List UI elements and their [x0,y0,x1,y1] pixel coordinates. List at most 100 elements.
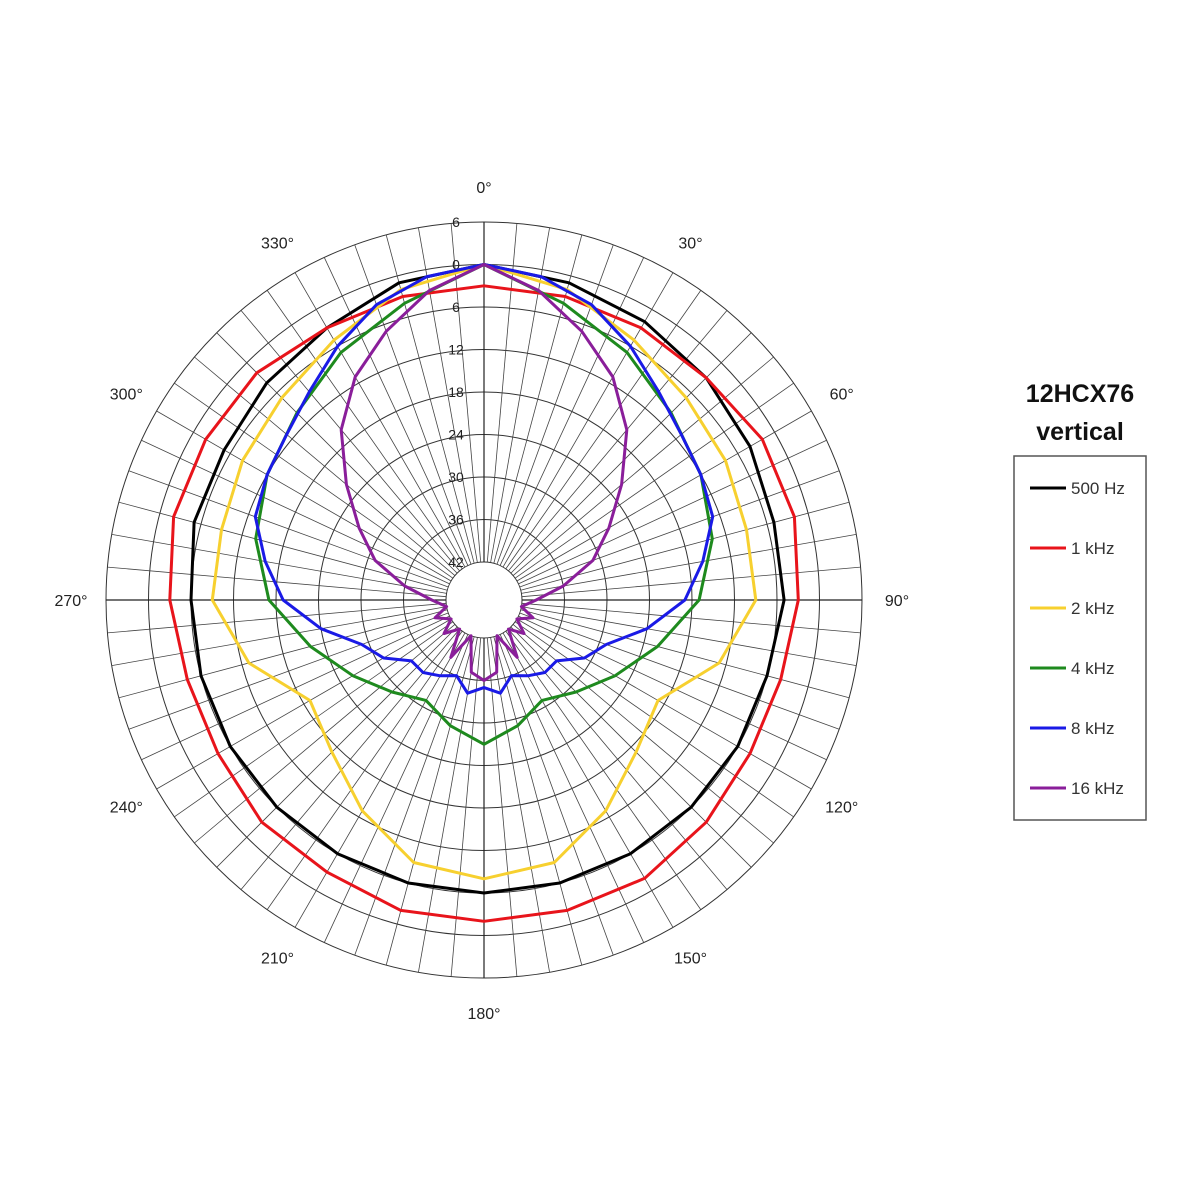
angle-label: 60° [830,387,854,404]
ring-label: 30 [448,469,464,485]
legend-box [1013,455,1147,821]
grid-spoke [418,637,478,973]
grid-spoke [118,501,448,591]
legend-label: 2 kHz [1071,599,1114,618]
grid-spoke [520,501,850,591]
grid-spoke [294,632,466,928]
grid-spoke [502,272,674,568]
series-line [168,284,800,923]
grid-spoke [510,332,752,574]
grid-spoke [323,257,469,566]
series-line [253,263,715,695]
grid-spoke [520,609,850,699]
title-line-1: 12HCX76 [1026,380,1134,408]
chart-title: 12HCX76 vertical [1026,380,1134,446]
angle-label: 180° [467,1006,500,1023]
grid-spoke [486,223,518,563]
grid-spoke [385,636,475,966]
legend-label: 1 kHz [1071,539,1114,558]
grid-spoke [323,634,469,943]
legend-label: 4 kHz [1071,659,1114,678]
grid-spoke [156,410,452,582]
grid-spoke [266,630,463,910]
grid-spoke [240,628,460,890]
angle-label: 300° [110,387,143,404]
legend-label: 16 kHz [1071,779,1124,798]
series-line [210,263,758,881]
grid-spoke [496,244,614,565]
grid-spoke [174,382,454,579]
grid-spoke [240,310,460,572]
ring-label: 18 [448,384,464,400]
legend: 500 Hz 1 kHz 2 kHz 4 kHz 8 kHz 16 kHz [1013,455,1147,821]
grid-spoke [450,637,482,977]
angle-label: 0° [476,180,491,197]
grid-spoke [141,615,450,761]
grid-spoke [111,606,447,666]
ring-label: 6 [452,299,460,315]
grid-spoke [508,628,728,890]
ring-label: 6 [452,214,460,230]
series-curves [168,263,800,923]
grid-spoke [486,637,518,977]
grid-spoke [505,630,702,910]
polar-grid [105,221,863,979]
grid-spoke [141,439,450,585]
grid-spoke [521,534,857,594]
grid-spoke [505,290,702,570]
grid-spoke [107,602,447,634]
grid-spoke [493,636,583,966]
grid-spoke [496,635,614,956]
title-line-2: vertical [1036,418,1124,446]
angle-label: 120° [825,800,858,817]
ring-label: 12 [448,342,464,358]
legend-items: 500 Hz 1 kHz 2 kHz 4 kHz 8 kHz 16 kHz [1030,479,1125,798]
grid-spoke [156,618,452,790]
grid-spoke [266,290,463,570]
angle-label: 240° [110,800,143,817]
grid-ring [445,561,523,639]
ring-label: 0 [452,257,460,273]
grid-spoke [418,227,478,563]
grid-spoke [128,470,449,588]
grid-spoke [354,635,472,956]
grid-spoke [518,439,827,585]
angle-label: 90° [885,593,909,610]
grid-spoke [294,272,466,568]
grid-spoke [490,227,550,563]
grid-spoke [450,223,482,563]
grid-spoke [519,612,840,730]
angle-label: 330° [261,235,294,252]
grid-spoke [194,356,456,576]
grid-spoke [490,637,550,973]
grid-spoke [128,612,449,730]
legend-label: 500 Hz [1071,479,1125,498]
legend-label: 8 kHz [1071,719,1114,738]
ring-label: 42 [448,554,464,570]
grid-spoke [118,609,448,699]
ring-label: 36 [448,512,464,528]
grid-spoke [521,566,861,598]
grid-spoke [518,615,827,761]
series-line [189,263,786,895]
grid-spoke [216,332,458,574]
ring-labels: 6 0 6 12 18 24 30 36 42 [448,214,464,570]
ring-label: 24 [448,427,464,443]
angle-label: 150° [674,951,707,968]
grid-spoke [174,621,454,818]
angle-label: 210° [261,951,294,968]
grid-spoke [516,410,812,582]
grid-spoke [508,310,728,572]
grid-spoke [111,534,447,594]
grid-spoke [512,356,774,576]
grid-spoke [107,566,447,598]
grid-spoke [516,618,812,790]
grid-spoke [521,602,861,634]
grid-spoke [514,382,794,579]
angle-labels: 0° 30° 60° 90° 120° 150° 180° 210° 240° 270° 300° 3… [54,180,909,1023]
angle-label: 30° [678,235,702,252]
grid-spoke [519,470,840,588]
grid-spoke [521,606,857,666]
series-line [339,263,629,682]
